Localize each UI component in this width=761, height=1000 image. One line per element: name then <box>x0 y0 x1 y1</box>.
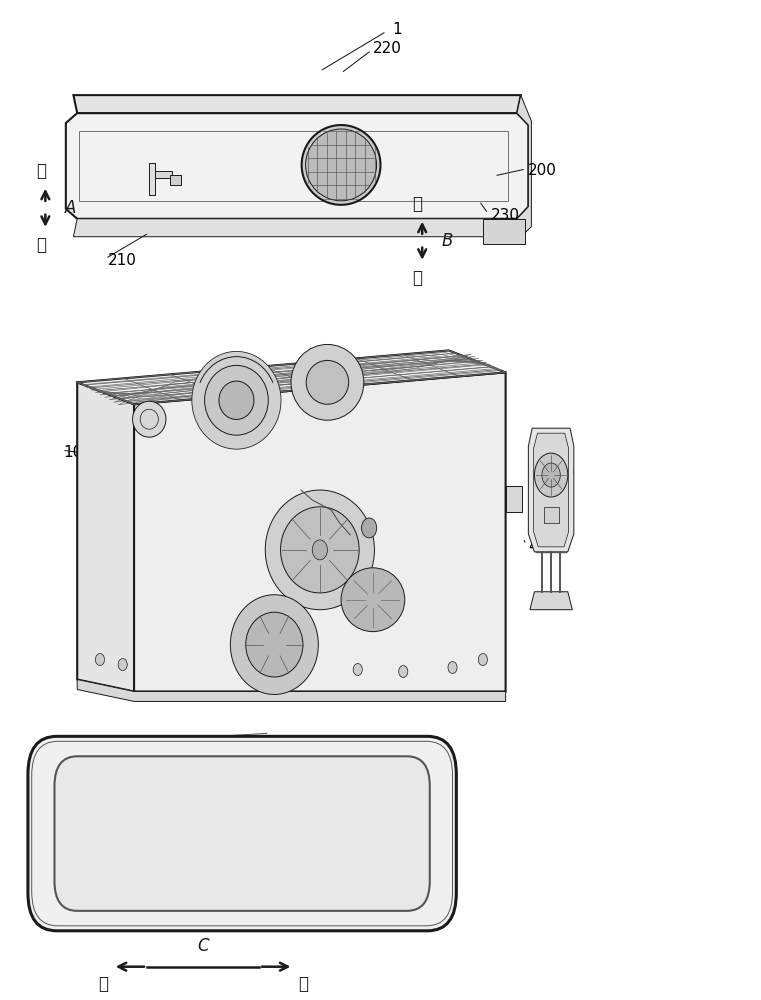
Circle shape <box>479 654 487 666</box>
Text: B: B <box>442 232 454 250</box>
Polygon shape <box>134 372 505 691</box>
Circle shape <box>448 662 457 674</box>
Polygon shape <box>543 507 559 523</box>
Polygon shape <box>73 95 521 113</box>
Text: A: A <box>65 199 76 217</box>
Text: 400: 400 <box>543 490 572 505</box>
Ellipse shape <box>231 595 318 694</box>
Circle shape <box>534 453 568 497</box>
Text: 100: 100 <box>64 445 92 460</box>
FancyBboxPatch shape <box>55 756 430 911</box>
Polygon shape <box>77 382 134 691</box>
Text: 上: 上 <box>36 162 46 180</box>
Ellipse shape <box>132 401 166 437</box>
Text: 后: 后 <box>412 195 422 213</box>
Circle shape <box>312 540 327 560</box>
Text: 120: 120 <box>126 395 155 410</box>
Polygon shape <box>155 171 172 178</box>
Polygon shape <box>66 113 528 219</box>
Text: 300: 300 <box>547 465 576 480</box>
Ellipse shape <box>219 381 254 419</box>
Text: 210: 210 <box>107 253 136 268</box>
Polygon shape <box>170 175 181 185</box>
Ellipse shape <box>281 507 359 593</box>
Polygon shape <box>483 219 524 244</box>
Polygon shape <box>533 433 568 547</box>
Circle shape <box>361 518 377 538</box>
Text: 411: 411 <box>528 539 557 554</box>
Polygon shape <box>530 592 572 610</box>
Text: 130: 130 <box>430 540 459 555</box>
Text: C: C <box>197 937 209 955</box>
Polygon shape <box>505 486 522 512</box>
Text: 下: 下 <box>36 236 46 254</box>
Circle shape <box>399 666 408 678</box>
Ellipse shape <box>301 125 380 205</box>
Ellipse shape <box>291 344 364 420</box>
Polygon shape <box>149 163 155 195</box>
Circle shape <box>353 664 362 676</box>
Ellipse shape <box>192 351 281 449</box>
Text: 右: 右 <box>98 975 108 993</box>
Polygon shape <box>77 350 505 404</box>
Ellipse shape <box>306 360 349 404</box>
Ellipse shape <box>205 365 269 435</box>
Circle shape <box>95 654 104 666</box>
Text: 220: 220 <box>373 41 402 56</box>
FancyBboxPatch shape <box>28 736 457 931</box>
Text: 左: 左 <box>298 975 308 993</box>
Polygon shape <box>77 680 505 701</box>
Text: 410: 410 <box>430 500 459 515</box>
Text: 230: 230 <box>490 208 520 223</box>
Polygon shape <box>517 95 531 237</box>
Ellipse shape <box>306 129 377 201</box>
Ellipse shape <box>341 568 405 632</box>
Text: 200: 200 <box>528 163 557 178</box>
Circle shape <box>118 659 127 671</box>
Text: 前: 前 <box>412 269 422 287</box>
Ellipse shape <box>266 490 374 610</box>
Circle shape <box>542 463 560 487</box>
Ellipse shape <box>246 612 303 677</box>
Text: 1: 1 <box>392 22 402 37</box>
Polygon shape <box>528 428 574 552</box>
Polygon shape <box>73 219 521 237</box>
